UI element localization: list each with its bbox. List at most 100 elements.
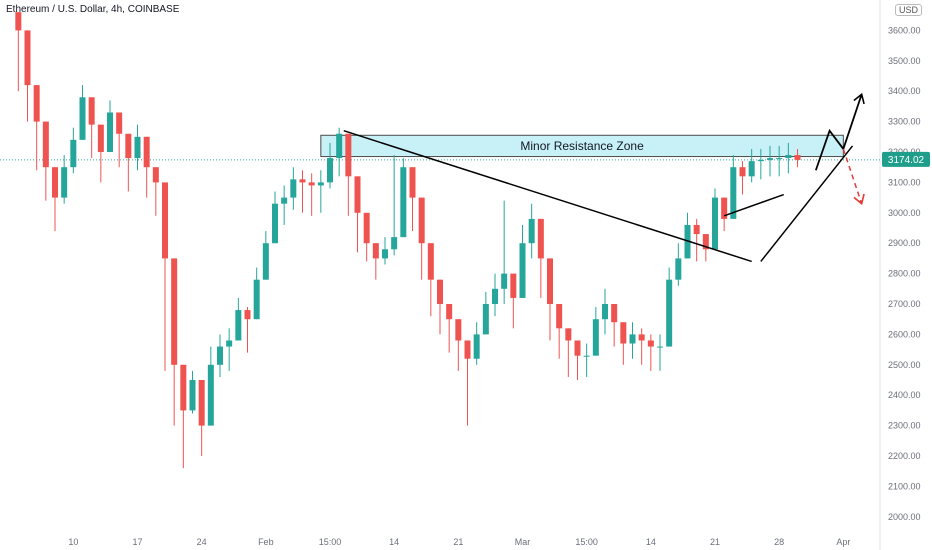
- y-tick-label: 2700.00: [888, 299, 921, 309]
- last-price-label: 3174.02: [888, 155, 925, 166]
- candle-body: [684, 224, 691, 259]
- candle-body: [290, 179, 297, 198]
- candle-body: [666, 279, 673, 347]
- candle-body: [757, 159, 764, 162]
- x-tick-label: 14: [389, 537, 399, 547]
- candle-body: [437, 279, 443, 304]
- candle-body: [583, 355, 590, 357]
- candle-body: [629, 334, 636, 344]
- candle-body: [620, 322, 627, 344]
- bullish-projection-path: [814, 93, 863, 171]
- x-tick-label: 21: [453, 537, 463, 547]
- wedge-lower-line: [760, 145, 854, 262]
- candle-body: [409, 167, 416, 198]
- candle-body: [226, 340, 233, 347]
- candle-body: [143, 136, 150, 168]
- candle-body: [116, 112, 123, 134]
- candle-body: [189, 380, 196, 411]
- candle-body: [767, 158, 773, 160]
- currency-button[interactable]: USD: [894, 4, 922, 16]
- x-tick-label: Mar: [515, 537, 531, 547]
- y-tick-label: 2400.00: [888, 390, 921, 400]
- y-tick-label: 2100.00: [888, 481, 921, 491]
- candle-body: [702, 234, 709, 250]
- candle-body: [446, 304, 453, 320]
- candle-body: [647, 340, 654, 347]
- candle-body: [125, 133, 132, 159]
- candle-body: [547, 258, 553, 304]
- candle-body: [253, 279, 260, 320]
- candle-body: [739, 167, 746, 177]
- y-tick-label: 3000.00: [888, 208, 921, 218]
- candle-body: [748, 161, 755, 177]
- candle-body: [15, 12, 22, 31]
- candles: [15, 12, 801, 469]
- candle-body: [272, 203, 278, 244]
- y-tick-label: 3300.00: [888, 117, 921, 127]
- candle-body: [70, 139, 77, 168]
- candle-body: [730, 167, 737, 219]
- y-tick-label: 2500.00: [888, 360, 921, 370]
- candle-body: [776, 158, 783, 160]
- candle-body: [565, 328, 572, 341]
- x-tick-label: 21: [710, 537, 720, 547]
- candle-body: [33, 85, 40, 122]
- bullish-arrow-head: [853, 92, 865, 105]
- y-tick-label: 2600.00: [888, 329, 921, 339]
- candle-body: [501, 273, 508, 289]
- candle-body: [464, 340, 471, 359]
- resistance-zone: [320, 134, 844, 158]
- candle-body: [363, 212, 370, 244]
- descending-trendline: [343, 130, 752, 263]
- candle-body: [134, 136, 141, 159]
- candle-body: [61, 167, 68, 198]
- y-tick-label: 2000.00: [888, 512, 921, 522]
- candle-body: [482, 304, 489, 335]
- bearish-projection-path: [842, 148, 863, 204]
- candle-body: [217, 346, 223, 365]
- x-tick-label: 15:00: [575, 537, 598, 547]
- candle-body: [794, 155, 801, 160]
- candle-body: [721, 197, 728, 219]
- candle-body: [602, 304, 608, 320]
- y-tick-label: 2800.00: [888, 269, 921, 279]
- bearish-arrow-head: [853, 193, 865, 206]
- candle-body: [455, 319, 462, 341]
- candle-body: [281, 197, 288, 204]
- candle-body: [262, 243, 269, 280]
- x-tick-label: 28: [774, 537, 784, 547]
- candle-body: [574, 340, 581, 356]
- symbol-title: Ethereum / U.S. Dollar, 4h, COINBASE: [6, 4, 180, 15]
- candle-body: [712, 197, 718, 250]
- candle-body: [198, 380, 205, 426]
- candle-body: [418, 197, 425, 244]
- candle-body: [528, 218, 535, 244]
- candle-body: [299, 179, 306, 183]
- candle-body: [592, 319, 599, 356]
- candle-body: [382, 249, 388, 259]
- candle-body: [372, 243, 379, 259]
- wedge-upper-line: [723, 193, 785, 217]
- candle-body: [492, 288, 498, 304]
- candle-body: [52, 167, 58, 198]
- y-tick-label: 2900.00: [888, 238, 921, 248]
- candle-body: [244, 310, 251, 320]
- candle-body: [675, 258, 682, 280]
- candle-body: [400, 167, 407, 238]
- candle-body: [556, 304, 563, 329]
- x-tick-label: 17: [132, 537, 142, 547]
- x-tick-label: 24: [197, 537, 207, 547]
- x-tick-label: Feb: [258, 537, 274, 547]
- candle-body: [235, 310, 242, 341]
- candle-body: [88, 97, 95, 125]
- last-price-badge: [882, 151, 930, 167]
- candle-body: [611, 304, 618, 323]
- candle-body: [308, 182, 315, 186]
- y-tick-label: 2200.00: [888, 451, 921, 461]
- resistance-zone-label: Minor Resistance Zone: [520, 139, 644, 153]
- candle-body: [785, 155, 792, 159]
- candle-body: [180, 364, 187, 411]
- candle-body: [693, 224, 700, 235]
